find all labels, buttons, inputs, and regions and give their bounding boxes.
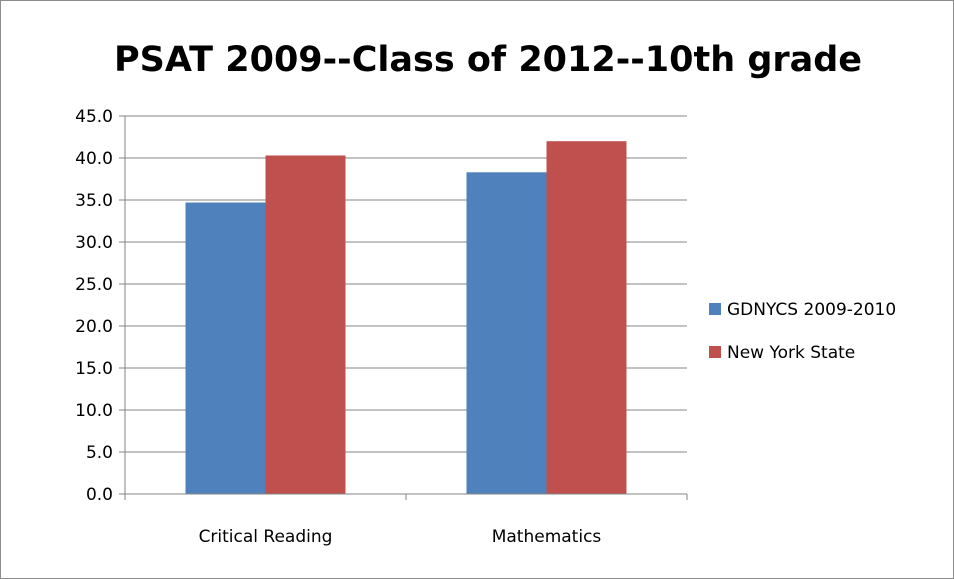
legend-label: GDNYCS 2009-2010: [727, 300, 896, 320]
y-tick-labels: 0.0 5.0 10.0 15.0 20.0 25.0 30.0 35.0 40.0 45.0: [75, 107, 113, 505]
y-tick-label: 30.0: [75, 233, 113, 253]
y-tick-label: 20.0: [75, 317, 113, 337]
bars: [185, 141, 627, 495]
x-category-label: Critical Reading: [199, 527, 333, 547]
y-tick-label: 10.0: [75, 401, 113, 421]
y-tick-label: 25.0: [75, 275, 113, 295]
axes: [119, 115, 688, 500]
bar-nys-critical-reading: [265, 155, 346, 495]
x-category-label: Mathematics: [492, 527, 602, 547]
bar-nys-mathematics: [546, 141, 627, 494]
x-category-labels: Critical Reading Mathematics: [199, 527, 602, 547]
y-tick-label: 0.0: [86, 485, 113, 505]
legend-label: New York State: [727, 343, 855, 363]
y-tick-label: 40.0: [75, 149, 113, 169]
legend-swatch: [709, 303, 721, 315]
bar-gdnycs-critical-reading: [185, 202, 266, 494]
y-tick-label: 15.0: [75, 359, 113, 379]
y-tick-label: 35.0: [75, 191, 113, 211]
legend-swatch: [709, 346, 721, 358]
legend: GDNYCS 2009-2010 New York State: [709, 300, 896, 363]
chart-title: PSAT 2009--Class of 2012--10th grade: [114, 40, 862, 80]
y-tick-label: 45.0: [75, 107, 113, 127]
bar-gdnycs-mathematics: [466, 172, 547, 494]
y-tick-label: 5.0: [86, 443, 113, 463]
